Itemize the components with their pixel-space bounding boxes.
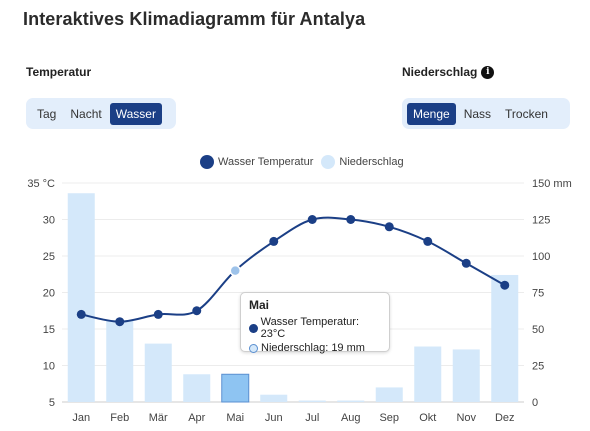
x-tick-label: Feb <box>110 412 129 424</box>
tooltip-row-temp: Wasser Temperatur: 23°C <box>249 316 381 340</box>
temperature-point <box>500 280 510 290</box>
temperature-point <box>153 309 163 319</box>
x-tick-label: Sep <box>379 412 399 424</box>
y-right-tick-label: 150 mm <box>532 178 572 190</box>
y-left-tick-label: 5 <box>49 397 55 409</box>
temperature-point <box>269 236 279 246</box>
tooltip-rain-swatch <box>249 343 258 353</box>
y-left-tick-label: 35 °C <box>27 178 55 190</box>
temperature-point <box>346 215 356 224</box>
precipitation-bar <box>221 373 250 403</box>
precipitation-bar <box>337 400 365 402</box>
precipitation-bar <box>414 346 442 402</box>
x-tick-label: Nov <box>456 412 476 424</box>
rain-tab-nass[interactable]: Nass <box>463 106 492 121</box>
y-right-tick-label: 50 <box>532 324 544 336</box>
precipitation-bar <box>298 400 326 402</box>
legend-temp-label: Wasser Temperatur <box>218 156 314 168</box>
precipitation-bar <box>106 320 134 402</box>
rain-tab-menge[interactable]: Menge <box>407 102 456 125</box>
precipitation-bar <box>183 374 211 402</box>
tooltip-row-rain: Niederschlag: 19 mm <box>249 342 381 354</box>
temp-tab-wasser[interactable]: Wasser <box>109 102 162 125</box>
temperature-point <box>423 236 433 246</box>
info-icon[interactable]: i <box>481 65 495 79</box>
temperature-point <box>307 215 317 224</box>
temp-tab-nacht[interactable]: Nacht <box>70 106 102 121</box>
precipitation-bar <box>491 274 519 402</box>
y-left-tick-label: 25 <box>43 251 55 263</box>
x-tick-label: Apr <box>188 412 205 424</box>
legend-rain-swatch <box>321 155 336 169</box>
precipitation-bar <box>260 394 288 402</box>
precipitation-bar <box>67 193 95 402</box>
chart-legend: Wasser Temperatur Niederschlag <box>200 155 412 169</box>
precipitation-label-row: Niederschlag i <box>402 65 495 79</box>
rain-tab-trocken[interactable]: Trocken <box>505 106 548 121</box>
temp-tab-tag[interactable]: Tag <box>37 106 57 121</box>
temperature-point <box>384 222 394 232</box>
temperature-label: Temperatur <box>26 65 92 79</box>
y-left-tick-label: 30 <box>43 215 55 227</box>
chart-tooltip: Mai Wasser Temperatur: 23°C Niederschlag… <box>240 292 390 354</box>
temperature-toggle: Tag Nacht Wasser <box>26 98 176 129</box>
legend-item-rain[interactable]: Niederschlag <box>321 155 404 169</box>
x-tick-label: Mai <box>226 412 244 424</box>
tooltip-temp-text: Wasser Temperatur: 23°C <box>260 316 360 340</box>
y-right-tick-label: 125 <box>532 215 550 227</box>
y-right-tick-label: 25 <box>532 361 544 373</box>
x-tick-label: Dez <box>495 412 515 424</box>
y-right-tick-label: 100 <box>532 251 550 263</box>
temperature-point <box>229 264 241 277</box>
temperature-point <box>115 317 125 327</box>
precipitation-bar <box>144 343 172 402</box>
legend-rain-label: Niederschlag <box>339 156 404 168</box>
tooltip-title: Mai <box>249 298 270 312</box>
precipitation-label: Niederschlag <box>402 65 478 79</box>
y-left-tick-label: 10 <box>43 361 55 373</box>
precipitation-bar <box>452 349 480 402</box>
x-tick-label: Jul <box>305 412 319 424</box>
tooltip-rain-text: Niederschlag: 19 mm <box>261 342 365 354</box>
x-tick-label: Jan <box>72 412 90 424</box>
legend-temp-swatch <box>200 155 214 169</box>
x-tick-label: Okt <box>419 412 436 424</box>
temperature-point <box>76 309 86 319</box>
x-tick-label: Aug <box>341 412 361 424</box>
y-right-tick-label: 0 <box>532 397 538 409</box>
temperature-point <box>192 306 202 316</box>
precipitation-toggle: Menge Nass Trocken <box>402 98 570 129</box>
x-tick-label: Mär <box>149 412 168 424</box>
temperature-point <box>461 258 471 268</box>
page-title: Interaktives Klimadiagramm für Antalya <box>23 9 366 29</box>
y-left-tick-label: 15 <box>43 324 55 336</box>
precipitation-bar <box>375 387 403 402</box>
legend-item-temp[interactable]: Wasser Temperatur <box>200 155 313 169</box>
y-left-tick-label: 20 <box>43 288 55 300</box>
tooltip-temp-swatch <box>249 323 258 333</box>
x-tick-label: Jun <box>265 412 283 424</box>
y-right-tick-label: 75 <box>532 288 544 300</box>
